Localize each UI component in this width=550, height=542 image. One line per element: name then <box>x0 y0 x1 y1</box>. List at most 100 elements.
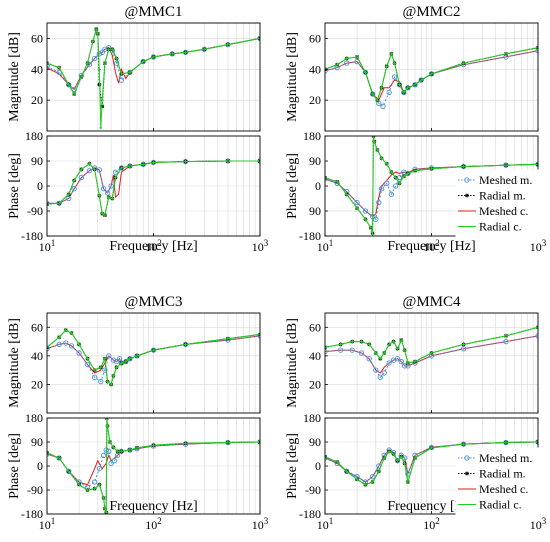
marker-radial-c <box>111 445 115 449</box>
marker-radial-c <box>413 359 417 364</box>
marker-meshed-m <box>325 68 328 74</box>
marker-meshed-m <box>405 85 411 91</box>
marker-radial-c <box>389 52 393 56</box>
x-axis-label: Frequency [Hz] <box>387 239 475 254</box>
grid <box>47 135 260 237</box>
marker-meshed-m <box>116 356 123 362</box>
marker-radial-c <box>57 66 61 70</box>
magnitude-y-axis-label: Magnitude [dB] <box>285 32 300 122</box>
marker-meshed-m <box>362 69 369 76</box>
marker-meshed-m <box>78 175 84 181</box>
magnitude-y-axis-label: Magnitude [dB] <box>7 318 22 408</box>
y-tick-label: -90 <box>27 483 43 497</box>
marker-radial-c <box>429 167 434 171</box>
marker-radial-c <box>47 345 49 349</box>
marker-meshed-m <box>63 340 69 346</box>
marker-radial-c <box>338 342 343 347</box>
marker-radial-c <box>151 55 156 59</box>
marker-radial-c <box>105 379 110 384</box>
series-line-meshed-m <box>47 335 260 383</box>
marker-meshed-m <box>100 186 107 192</box>
marker-radial-c <box>403 348 407 352</box>
mmc2-phase-series <box>325 136 538 236</box>
mmc3-magnitude-series <box>47 328 260 387</box>
marker-radial-c <box>103 357 107 361</box>
marker-radial-c <box>536 46 538 50</box>
marker-meshed-m <box>71 186 77 192</box>
marker-radial-c <box>151 160 156 164</box>
x-tick-label: 101 <box>39 516 56 532</box>
marker-meshed-m <box>96 466 102 472</box>
y-tick-label: 60 <box>309 320 321 334</box>
marker-radial-c <box>382 351 386 355</box>
marker-meshed-m <box>401 89 407 96</box>
marker-radial-c <box>114 365 119 369</box>
panel-mmc2: @MMC2 20 40 60 Magnitude [dB] -180 90 0 90 180Pha… <box>285 4 547 254</box>
marker-meshed-m <box>106 353 112 359</box>
marker-radial-c <box>93 487 97 491</box>
marker-radial-c <box>504 440 508 445</box>
marker-radial-c <box>393 176 398 180</box>
marker-meshed-m <box>56 455 62 461</box>
marker-radial-c <box>85 357 90 361</box>
marker-radial-c <box>413 169 417 173</box>
marker-radial-c <box>371 136 376 138</box>
marker-radial-c <box>100 98 104 102</box>
y-tick-label: 60 <box>31 320 43 334</box>
y-tick-label: 40 <box>309 349 321 363</box>
marker-radial-c <box>397 181 402 185</box>
marker-radial-c <box>387 342 391 347</box>
marker-meshed-m <box>460 346 467 352</box>
legend-label-radial-m: Radial m. <box>479 189 526 203</box>
marker-radial-c <box>183 159 188 164</box>
marker-meshed-m <box>373 367 379 373</box>
marker-radial-c <box>47 202 49 206</box>
marker-meshed-m <box>394 356 401 362</box>
marker-radial-c <box>429 446 434 450</box>
y-tick-label: 0 <box>315 459 321 473</box>
marker-meshed-m <box>47 346 50 352</box>
marker-radial-c <box>94 27 98 31</box>
marker-meshed-m <box>113 358 120 365</box>
y-tick-label: 90 <box>31 154 43 168</box>
marker-radial-c <box>375 98 379 102</box>
phase-y-axis-label: Phase [deg] <box>7 153 22 219</box>
marker-radial-c <box>103 61 107 65</box>
marker-radial-c <box>385 64 389 68</box>
marker-meshed-m <box>66 82 72 88</box>
panel-mmc1: @MMC1 20 40 60 Magnitude [dB] -180 -90 0 90 180Ph… <box>7 4 269 254</box>
marker-meshed-m <box>354 200 360 206</box>
marker-meshed-m <box>134 353 140 359</box>
marker-radial-c <box>105 424 110 428</box>
marker-radial-c <box>110 196 114 201</box>
mmc1-magnitude-axes: 20 40 60 Magnitude [dB] <box>7 22 261 132</box>
marker-radial-c <box>461 61 466 65</box>
marker-radial-c <box>183 441 188 445</box>
x-tick-label: 103 <box>530 516 547 532</box>
marker-radial-c <box>504 52 508 56</box>
marker-radial-c <box>67 83 71 87</box>
marker-radial-c <box>345 469 349 473</box>
y-tick-label: 40 <box>309 62 321 76</box>
marker-radial-c <box>47 61 49 65</box>
marker-radial-c <box>374 351 378 355</box>
y-tick-label: -90 <box>27 204 43 218</box>
marker-radial-c <box>335 63 339 67</box>
marker-meshed-m <box>86 168 93 174</box>
marker-radial-c <box>128 70 132 74</box>
marker-radial-c <box>115 449 120 453</box>
marker-radial-c <box>406 361 410 365</box>
marker-radial-c <box>124 359 128 364</box>
marker-radial-c <box>141 59 145 64</box>
marker-meshed-m <box>386 89 392 96</box>
y-tick-label: 180 <box>303 411 321 425</box>
marker-radial-c <box>128 357 132 361</box>
legend-marker-radial-m <box>465 193 469 198</box>
marker-radial-c <box>72 92 76 96</box>
marker-radial-c <box>397 83 402 87</box>
marker-meshed-m <box>378 186 385 192</box>
marker-radial-c <box>85 61 90 65</box>
marker-meshed-m <box>369 91 376 97</box>
